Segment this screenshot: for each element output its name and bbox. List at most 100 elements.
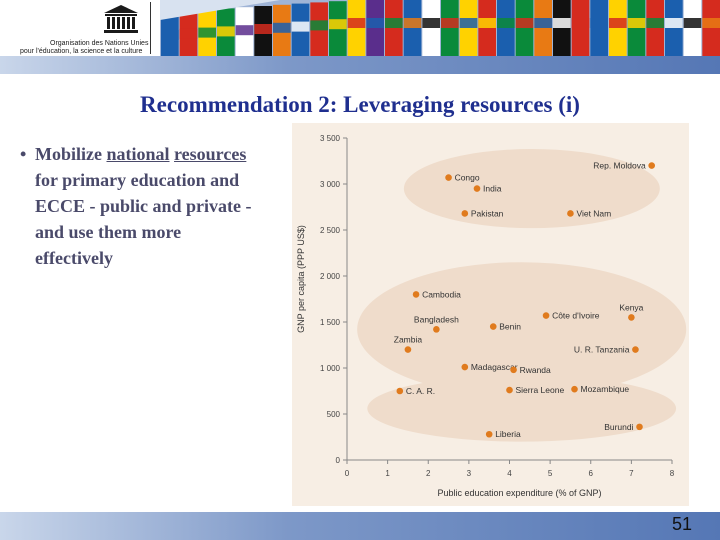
y-tick-label: 1 000 — [320, 364, 341, 373]
point-label-kenya: Kenya — [619, 302, 643, 312]
point-pakistan — [461, 210, 469, 217]
point-label-rep-moldova: Rep. Moldova — [593, 161, 646, 171]
logo-divider — [150, 2, 151, 54]
y-tick-label: 2 000 — [320, 272, 341, 281]
scatter-chart: 0 500 1 000 1 500 2 000 2 500 3 000 3 500 0 1 2 3 4 5… — [292, 123, 689, 506]
x-tick-label: 1 — [385, 469, 390, 478]
x-tick-label: 5 — [548, 469, 553, 478]
x-tick-label: 0 — [345, 469, 350, 478]
y-tick-label: 2 500 — [320, 226, 341, 235]
flags-sky-corner — [160, 0, 280, 56]
flag-stripe-25 — [609, 18, 627, 28]
x-tick-label: 3 — [467, 469, 472, 478]
point-c-a-r — [396, 387, 404, 395]
point-label-mozambique: Mozambique — [581, 384, 630, 394]
bullet-text-national: national — [106, 144, 170, 164]
flag-stripe-12 — [366, 18, 384, 28]
point-congo — [445, 174, 452, 181]
point-label-rwanda: Rwanda — [520, 365, 551, 375]
point-benin — [489, 323, 497, 330]
bullet-point: • Mobilize national resources for primar… — [20, 141, 260, 271]
point-label-benin: Benin — [499, 322, 521, 332]
point-label-u-r-tanzania: U. R. Tanzania — [574, 345, 630, 355]
point-rep-moldova — [648, 162, 655, 169]
x-tick-label: 6 — [589, 469, 594, 478]
flag-stripe-28 — [665, 18, 683, 28]
flag-stripe-15 — [422, 18, 440, 28]
point-label-zambia: Zambia — [394, 335, 423, 345]
point-zambia — [404, 346, 412, 353]
flag-stripe-5 — [235, 25, 254, 36]
point-mozambique — [571, 385, 578, 393]
cluster-ellipses — [357, 149, 687, 442]
x-tick-label: 2 — [426, 469, 431, 478]
point-india — [473, 185, 481, 192]
bullet-text-resources: resources — [174, 144, 247, 164]
flag-stripe-24 — [590, 18, 608, 28]
flag-stripe-1 — [161, 30, 179, 40]
flag-stripe-13 — [385, 18, 403, 28]
point-c-te-d-ivoire — [542, 312, 550, 319]
y-tick-label: 3 000 — [320, 180, 341, 189]
x-axis-label: Public education expenditure (% of GNP) — [437, 488, 601, 498]
flag-stripe-30 — [702, 18, 720, 28]
bullet-text-post: for primary education and ECCE - public … — [35, 170, 252, 268]
flag-stripe-20 — [515, 18, 534, 28]
flags-banner — [160, 0, 720, 56]
org-name-line2: pour l'éducation, la science et la cultu… — [20, 48, 143, 55]
point-label-burundi: Burundi — [604, 422, 633, 432]
point-sierra-leone — [506, 386, 513, 394]
header: Organisation des Nations Unies pour l'éd… — [0, 0, 720, 75]
unesco-temple-icon — [104, 5, 138, 33]
point-label-cambodia: Cambodia — [422, 289, 461, 299]
point-label-c-a-r: C. A. R. — [406, 386, 435, 396]
point-label-india: India — [483, 184, 502, 194]
y-axis-label: GNP per capita (PPP US$) — [296, 225, 306, 333]
flag-stripe-4 — [217, 26, 235, 37]
flag-stripe-11 — [347, 18, 366, 28]
point-label-congo: Congo — [455, 173, 480, 183]
chart-axes: 0 500 1 000 1 500 2 000 2 500 3 000 3 500 0 1 2 3 4 5… — [320, 134, 675, 478]
point-cambodia — [412, 291, 420, 298]
unesco-logo: Organisation des Nations Unies pour l'éd… — [0, 0, 160, 56]
y-tick-label: 1 500 — [320, 318, 341, 327]
flag-stripe-26 — [627, 18, 646, 28]
flag-stripe-3 — [198, 27, 216, 38]
point-viet-nam — [567, 210, 574, 217]
footer-band — [0, 512, 720, 540]
point-burundi — [636, 423, 643, 431]
flag-stripe-14 — [403, 18, 422, 28]
flag-stripe-17 — [459, 18, 478, 28]
flag-stripe-19 — [497, 18, 515, 28]
point-label-viet-nam: Viet Nam — [576, 208, 611, 218]
point-label-sierra-leone: Sierra Leone — [516, 385, 565, 395]
x-tick-label: 8 — [670, 469, 675, 478]
flag-stripe-22 — [553, 18, 571, 28]
point-u-r-tanzania — [632, 346, 639, 353]
flag-stripe-7 — [273, 22, 291, 33]
flag-stripe-29 — [683, 18, 702, 28]
point-liberia — [485, 430, 493, 438]
x-tick-label: 7 — [629, 469, 634, 478]
x-tick-label: 4 — [507, 469, 512, 478]
point-rwanda — [510, 366, 517, 374]
flag-stripe-23 — [571, 18, 590, 28]
flag-stripe-18 — [478, 18, 496, 28]
bullet-text: Mobilize national resources for primary … — [20, 141, 260, 271]
point-label-madagascar: Madagascar — [471, 362, 518, 372]
bullet-dot-icon: • — [20, 144, 27, 164]
flag-stripe-9 — [310, 20, 328, 31]
y-tick-label: 0 — [336, 456, 341, 465]
flag-stripe-8 — [291, 21, 310, 32]
point-madagascar — [461, 363, 469, 371]
flag-stripe-27 — [646, 18, 664, 28]
header-band — [0, 56, 720, 74]
scatter-chart-svg: 0 500 1 000 1 500 2 000 2 500 3 000 3 500 0 1 2 3 4 5… — [296, 134, 687, 498]
point-kenya — [628, 314, 635, 321]
flag-stripe-10 — [329, 19, 347, 30]
point-label-bangladesh: Bangladesh — [414, 314, 459, 324]
cluster-ellipse-3 — [367, 375, 677, 442]
point-label-pakistan: Pakistan — [471, 208, 504, 218]
point-label-liberia: Liberia — [495, 429, 521, 439]
